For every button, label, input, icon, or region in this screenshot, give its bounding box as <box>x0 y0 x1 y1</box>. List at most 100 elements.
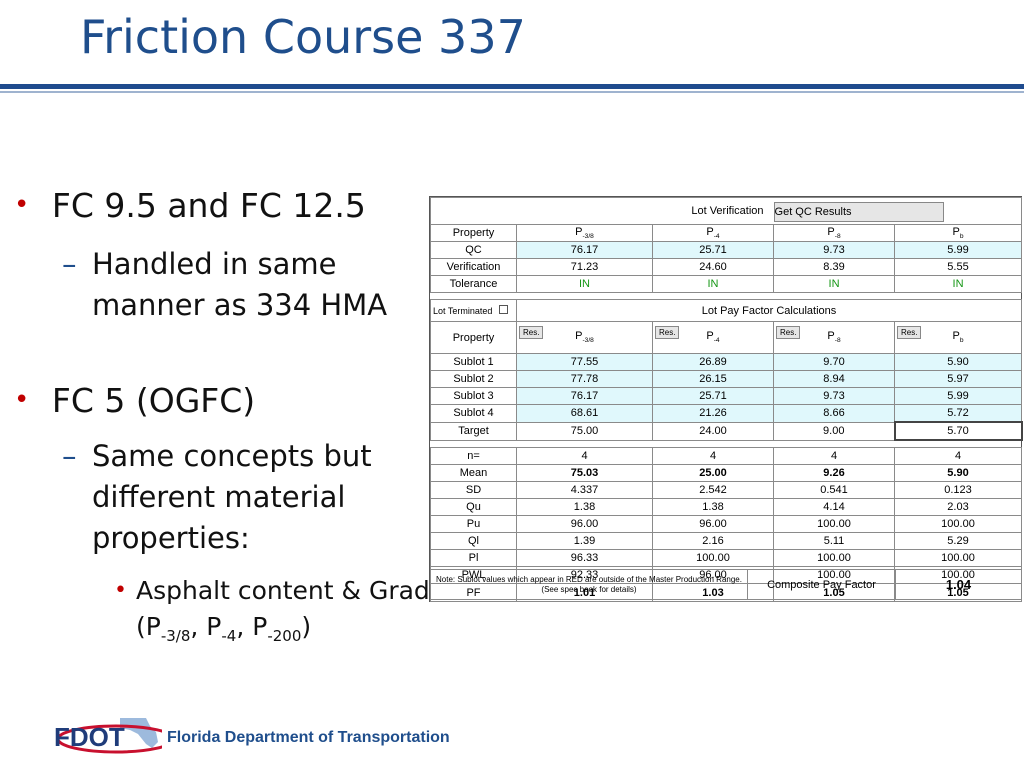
col-header: P-3/8 <box>516 224 653 242</box>
cell: 96.00 <box>652 515 774 533</box>
cell: 0.541 <box>773 481 895 499</box>
separator: , P <box>236 612 268 641</box>
cell: 4 <box>773 447 895 465</box>
cell: 5.90 <box>894 464 1022 482</box>
cell: 8.66 <box>773 404 896 423</box>
target-input[interactable]: 75.00 <box>516 421 653 441</box>
cell: 77.55 <box>516 353 653 371</box>
table-row: Verification 71.23 24.60 8.39 5.55 <box>430 258 1023 276</box>
cell: 5.97 <box>894 370 1023 388</box>
res-button[interactable]: Res. <box>655 326 680 339</box>
cell: 1.39 <box>516 532 653 550</box>
cell: 4 <box>652 447 774 465</box>
target-input[interactable]: 24.00 <box>651 421 775 441</box>
target-input[interactable]: 9.00 <box>773 421 896 441</box>
bullet-dot: • <box>14 385 30 415</box>
bullet-fc95: • FC 9.5 and FC 12.5 <box>14 186 366 225</box>
row-label: Sublot 4 <box>430 404 517 423</box>
cell: 4.337 <box>516 481 653 499</box>
res-button[interactable]: Res. <box>897 326 922 339</box>
cell: 9.73 <box>773 387 896 405</box>
cell: 8.94 <box>773 370 896 388</box>
cell: 5.72 <box>894 404 1023 423</box>
cell: 9.26 <box>773 464 895 482</box>
cell: 5.99 <box>894 387 1023 405</box>
status-cell: IN <box>516 275 653 293</box>
cell: 25.71 <box>651 241 775 259</box>
cell: 26.15 <box>651 370 775 388</box>
cell: 100.00 <box>773 549 895 567</box>
row-label: Sublot 1 <box>430 353 517 371</box>
table-row: Pl 96.33 100.00 100.00 100.00 <box>430 549 1022 567</box>
status-cell: IN <box>651 275 775 293</box>
slide-title: Friction Course 337 <box>80 10 526 64</box>
table-row: Sublot 3 76.17 25.71 9.73 5.99 <box>430 387 1023 405</box>
subscript: -3/8 <box>160 627 191 645</box>
table-row: Sublot 4 68.61 21.26 8.66 5.72 <box>430 404 1023 423</box>
composite-grid: Note: Sublot values which appear in RED … <box>430 569 1022 600</box>
cell: 96.33 <box>516 549 653 567</box>
cell: Ql <box>430 532 517 550</box>
res-button[interactable]: Res. <box>519 326 544 339</box>
table-row: Qu 1.38 1.38 4.14 2.03 <box>430 498 1022 516</box>
table-row: QC 76.17 25.71 9.73 5.99 <box>430 241 1023 259</box>
subbullet-text: Same concepts but different material pro… <box>92 439 372 555</box>
col-header: P-4 <box>651 224 775 242</box>
target-input[interactable]: 5.70 <box>893 421 1023 441</box>
row-label: QC <box>430 241 517 259</box>
subscript: -200 <box>267 627 302 645</box>
cell: Pu <box>430 515 517 533</box>
svg-text:FDOT: FDOT <box>54 722 125 752</box>
composite-value: 1.04 <box>895 569 1022 600</box>
cell: 68.61 <box>516 404 653 423</box>
composite-label: Composite Pay Factor <box>747 569 896 600</box>
property-header: Property <box>430 224 517 242</box>
cell: Pl <box>430 549 517 567</box>
cell: 1.38 <box>516 498 653 516</box>
bullet-dot: • <box>114 578 127 603</box>
table-row: Mean 75.03 25.00 9.26 5.90 <box>430 464 1022 482</box>
cell: 5.55 <box>894 258 1023 276</box>
cell: 1.38 <box>652 498 774 516</box>
cell: 8.39 <box>773 258 896 276</box>
bullet-fc5: • FC 5 (OGFC) <box>14 381 255 420</box>
separator: , P <box>190 612 222 641</box>
cell: Qu <box>430 498 517 516</box>
cell: 25.00 <box>652 464 774 482</box>
col-header: Res. P-8 <box>773 321 896 354</box>
status-cell: IN <box>894 275 1023 293</box>
col-header: Res. P-3/8 <box>516 321 653 354</box>
cell: 5.11 <box>773 532 895 550</box>
cell: 24.60 <box>651 258 775 276</box>
cell: 77.78 <box>516 370 653 388</box>
cell: 100.00 <box>652 549 774 567</box>
subbullet-handled: – Handled in same manner as 334 HMA <box>62 244 422 326</box>
fdot-logo-icon: FDOT <box>54 718 176 754</box>
cell: 75.03 <box>516 464 653 482</box>
cell: SD <box>430 481 517 499</box>
col-header: Pb <box>894 224 1023 242</box>
cell: n= <box>430 447 517 465</box>
table-row: Tolerance IN IN IN IN <box>430 275 1023 293</box>
table-row: n= 4 4 4 4 <box>430 447 1022 465</box>
row-label: Tolerance <box>430 275 517 293</box>
close-paren: ) <box>301 612 312 641</box>
bullet-dot: • <box>14 190 30 220</box>
lot-verification-label: Lot Verification <box>429 197 774 225</box>
table-row: SD 4.337 2.542 0.541 0.123 <box>430 481 1022 499</box>
lot-terminated-checkbox[interactable]: Lot Terminated <box>430 299 517 322</box>
row-label: Verification <box>430 258 517 276</box>
cell: 26.89 <box>651 353 775 371</box>
cell: 4 <box>894 447 1022 465</box>
get-qc-results-button[interactable]: Get QC Results <box>773 202 944 222</box>
cell: Get QC Results <box>773 197 1023 225</box>
res-button[interactable]: Res. <box>776 326 801 339</box>
cell: 5.99 <box>894 241 1023 259</box>
title-divider-thin <box>0 91 1024 93</box>
cell: 71.23 <box>516 258 653 276</box>
cell: 21.26 <box>651 404 775 423</box>
cell: 76.17 <box>516 387 653 405</box>
dash-marker: – <box>62 439 77 473</box>
note-text: Note: Sublot values which appear in RED … <box>430 569 748 600</box>
cell: 100.00 <box>894 549 1022 567</box>
